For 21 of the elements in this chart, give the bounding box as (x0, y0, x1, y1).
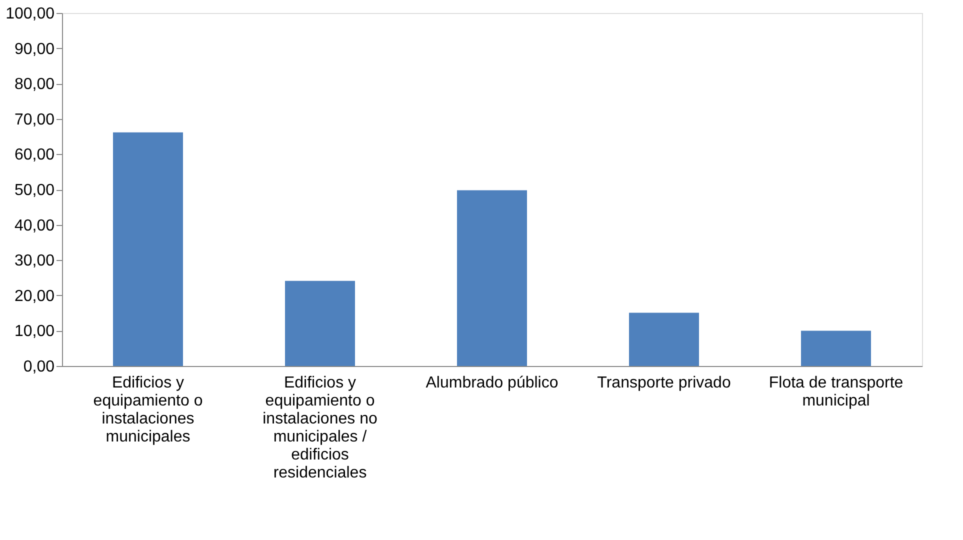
y-tick-label: 60,00 (14, 146, 55, 164)
x-tick-label: Transporte privado (597, 374, 731, 392)
bar (113, 132, 183, 366)
y-tick-label: 90,00 (14, 40, 55, 58)
x-tick-label: Edificios y equipamiento o instalaciones municipales (93, 374, 203, 446)
y-tick-label: 100,00 (6, 6, 55, 22)
bar (285, 280, 355, 366)
bar (629, 312, 699, 366)
y-tick-label: 0,00 (23, 358, 55, 376)
y-tick-label: 50,00 (14, 182, 55, 199)
y-tick-label: 30,00 (14, 252, 55, 270)
y-tick-label: 20,00 (14, 288, 55, 305)
bar (457, 190, 527, 366)
x-tick-label: Flota de transporte municipal (768, 374, 904, 410)
y-tick-label: 80,00 (14, 76, 55, 94)
y-tick-label: 10,00 (14, 323, 55, 340)
y-tick-label: 40,00 (14, 217, 55, 234)
y-tick-label: 70,00 (14, 111, 55, 128)
x-tick-label: Edificios y equipamiento o instalaciones no municipales / edificios residenciales (262, 374, 378, 482)
x-tick-label: Alumbrado público (426, 374, 558, 392)
bar (801, 330, 871, 366)
